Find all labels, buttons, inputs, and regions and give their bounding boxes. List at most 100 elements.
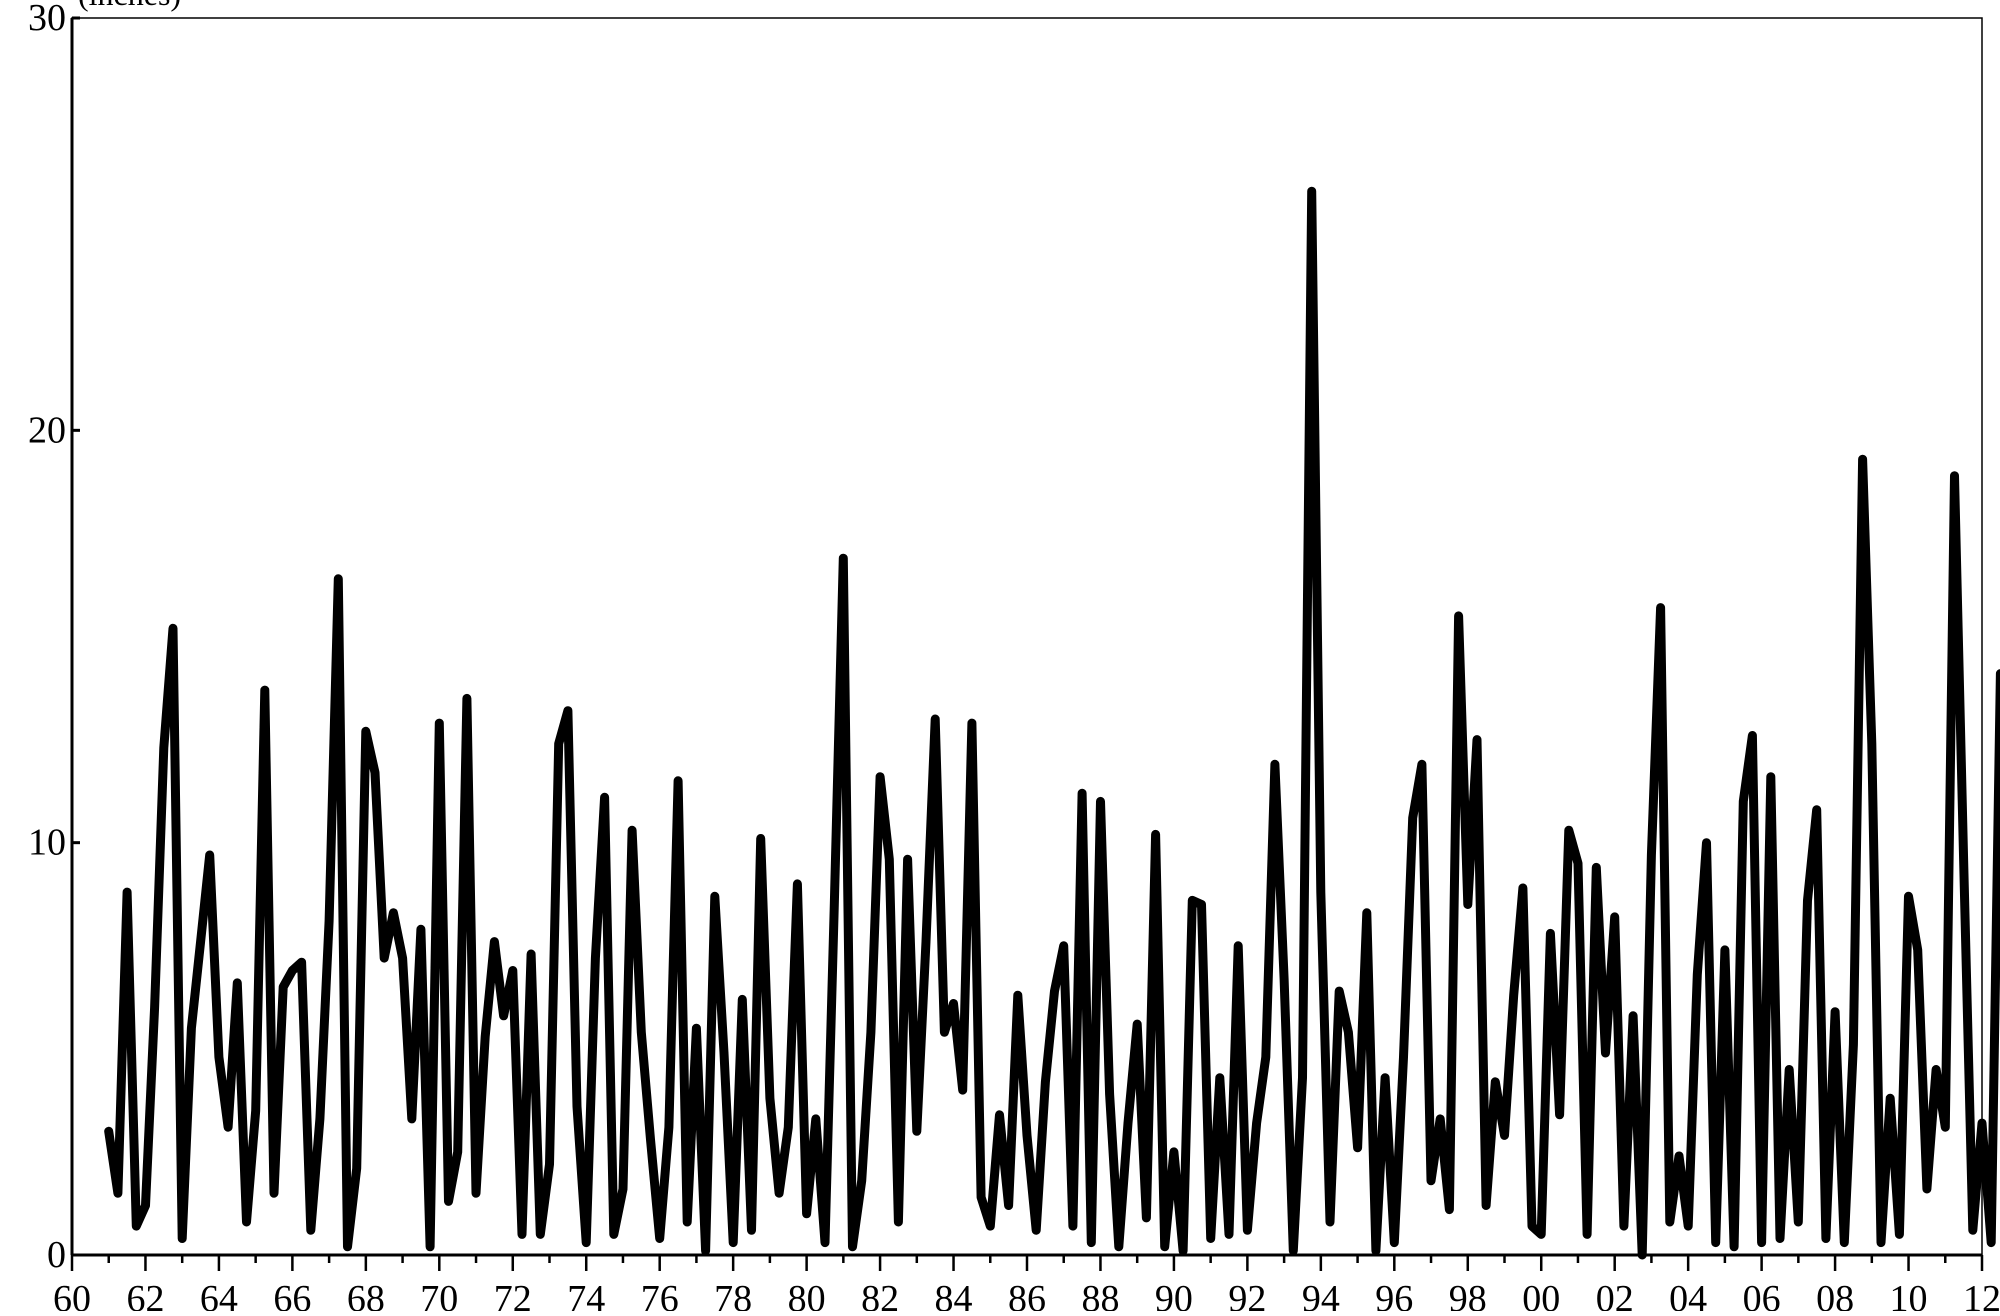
x-tick-label: 66 (273, 1278, 311, 1311)
data-point (1650, 854, 1653, 857)
data-point (695, 1027, 698, 1030)
data-point (1788, 1068, 1791, 1071)
data-point (172, 627, 175, 630)
data-point (1586, 1233, 1589, 1236)
data-point (236, 981, 239, 984)
data-point (153, 1006, 156, 1009)
data-point (456, 1150, 459, 1153)
x-tick-label: 94 (1302, 1278, 1340, 1311)
x-tick-label: 74 (567, 1278, 605, 1311)
data-point (1071, 1225, 1074, 1228)
data-point (548, 1163, 551, 1166)
data-point (1613, 915, 1616, 918)
data-point (787, 1126, 790, 1129)
data-point (254, 1109, 257, 1112)
data-point (1283, 977, 1286, 980)
x-tick-label: 62 (126, 1278, 164, 1311)
data-point (282, 985, 285, 988)
x-axis: 60 62 64 66 68 70 72 74 76 78 80 82 84 86 88 90 92 94 96 98… (53, 1253, 2000, 1316)
data-point (162, 746, 165, 749)
x-tick-label: 70 (420, 1278, 458, 1311)
data-point (1062, 944, 1065, 947)
data-point (493, 940, 496, 943)
data-point (1916, 948, 1919, 951)
y-axis-label: (inches) (78, 0, 181, 12)
data-point (511, 969, 514, 972)
data-point (1641, 1254, 1644, 1256)
data-point (419, 928, 422, 931)
data-point (1191, 899, 1194, 902)
x-tick-label: 86 (1008, 1278, 1046, 1311)
data-point (1145, 1216, 1148, 1219)
data-point (465, 697, 468, 700)
data-point (328, 920, 331, 923)
x-tick-label: 92 (1228, 1278, 1266, 1311)
y-tick-label: 20 (28, 409, 66, 451)
data-point (1374, 1249, 1377, 1252)
data-point (1815, 808, 1818, 811)
data-point (144, 1204, 147, 1207)
data-point (1347, 1031, 1350, 1034)
data-point (300, 961, 303, 964)
data-point (557, 742, 560, 745)
data-point (199, 940, 202, 943)
data-point (1081, 792, 1084, 795)
x-tick-label: 64 (200, 1278, 238, 1311)
x-tick-label: 00 (1522, 1278, 1560, 1311)
data-point (1384, 1076, 1387, 1079)
data-point (704, 1249, 707, 1252)
data-point (998, 1113, 1001, 1116)
x-tick-label: 10 (1890, 1278, 1928, 1311)
data-point (677, 779, 680, 782)
data-point (1944, 1126, 1947, 1129)
data-point (1411, 816, 1414, 819)
data-point (989, 1225, 992, 1228)
data-point (1393, 1241, 1396, 1244)
data-point (796, 882, 799, 885)
data-point (1053, 990, 1056, 993)
data-point (1044, 1080, 1047, 1083)
data-point (374, 771, 377, 774)
data-point (530, 952, 533, 955)
data-point (263, 689, 266, 692)
data-point (576, 1105, 579, 1108)
data-point (924, 940, 927, 943)
data-point (1264, 1056, 1267, 1059)
data-point (649, 1138, 652, 1141)
data-point (1953, 474, 1956, 477)
data-point (190, 1027, 193, 1030)
data-point (1466, 903, 1469, 906)
data-point (640, 1031, 643, 1034)
data-point (1824, 1237, 1827, 1240)
data-point (1531, 1225, 1534, 1228)
data-point (621, 1188, 624, 1191)
data-point (741, 998, 744, 1001)
x-tick-label: 02 (1596, 1278, 1634, 1311)
data-point (1457, 614, 1460, 617)
data-point (1218, 1076, 1221, 1079)
data-point (1834, 1010, 1837, 1013)
data-point (750, 1229, 753, 1232)
data-point (355, 1167, 358, 1170)
data-point (1925, 1188, 1928, 1191)
data-point (1632, 1014, 1635, 1017)
data-point (833, 907, 836, 910)
data-point (107, 1130, 110, 1133)
data-point (1007, 1204, 1010, 1207)
data-point (1521, 887, 1524, 890)
data-point (1292, 1249, 1295, 1252)
data-point (1558, 1113, 1561, 1116)
data-point (961, 1089, 964, 1092)
data-point (1512, 994, 1515, 997)
x-tick-label: 80 (788, 1278, 826, 1311)
data-point (392, 911, 395, 914)
data-point (1136, 1023, 1139, 1026)
y-tick-label: 10 (28, 822, 66, 864)
data-point (943, 1031, 946, 1034)
data-point (364, 730, 367, 733)
data-point (1200, 903, 1203, 906)
data-point (1935, 1068, 1938, 1071)
data-point (1099, 800, 1102, 803)
data-point (1016, 994, 1019, 997)
